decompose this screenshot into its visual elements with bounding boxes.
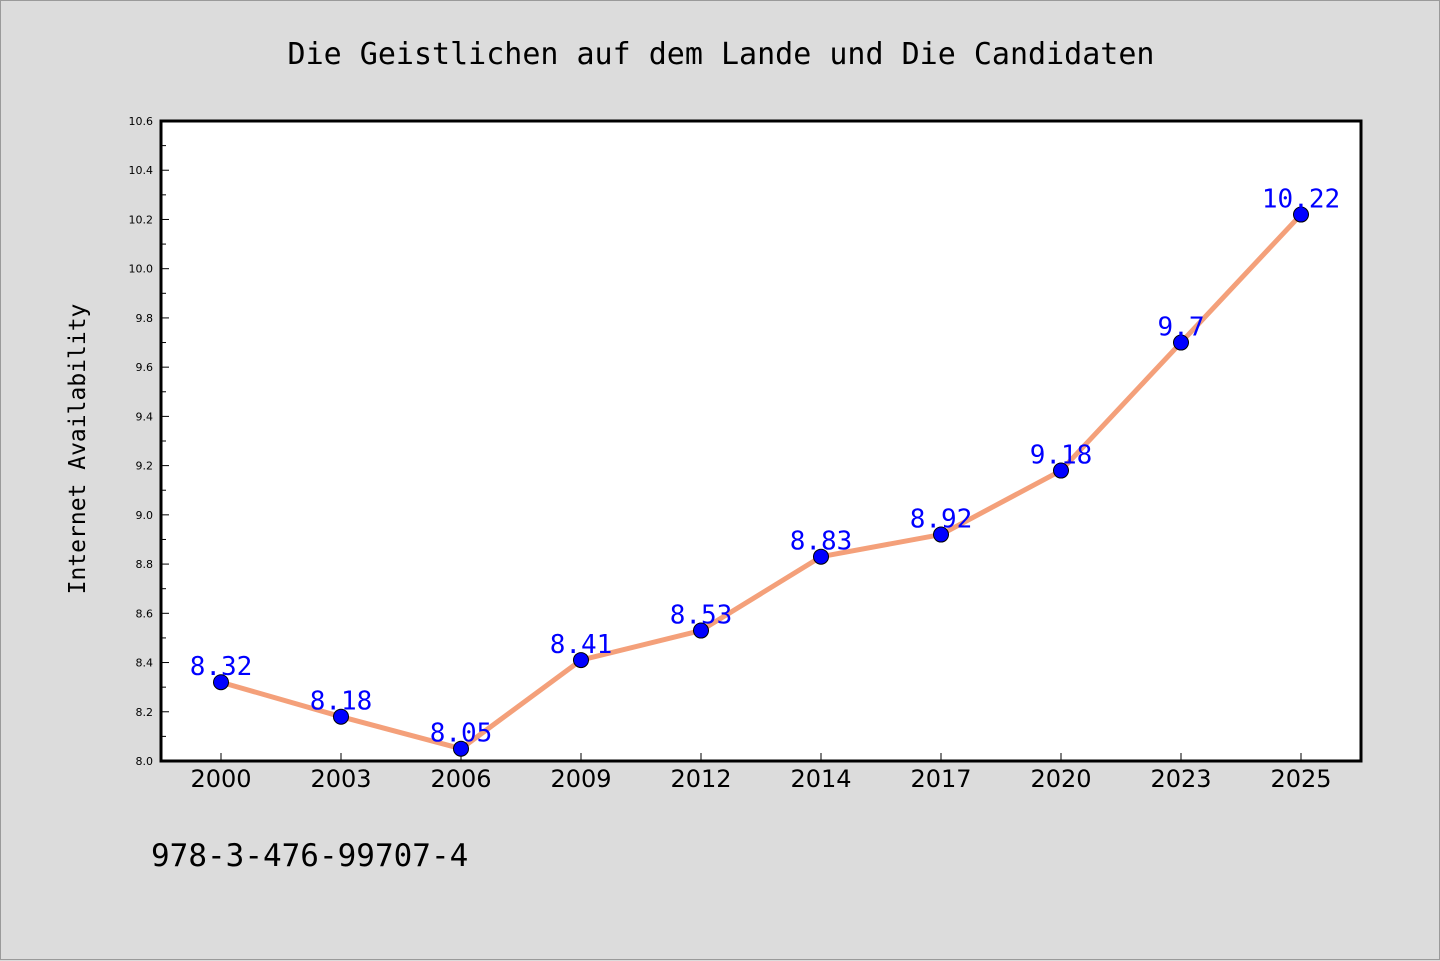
data-label: 9.18 xyxy=(1030,441,1093,471)
data-label: 9.7 xyxy=(1158,313,1205,343)
plot-area xyxy=(159,119,1363,763)
y-tick-label: 9.4 xyxy=(136,410,154,423)
data-point xyxy=(213,674,229,691)
series-line xyxy=(218,212,1304,752)
data-point xyxy=(573,652,589,669)
footer-id: 978-3-476-99707-4 xyxy=(151,838,468,874)
data-label: 8.41 xyxy=(550,630,613,660)
data-point xyxy=(1173,334,1189,351)
y-tick-label: 10.2 xyxy=(129,213,154,226)
data-label: 8.18 xyxy=(310,687,373,717)
data-point xyxy=(1293,206,1309,223)
x-tick-label: 2014 xyxy=(790,765,851,793)
y-axis: 8.0 8.2 8.4 8.6 8.8 9.0 9.2 9.4 9.6 9.8 10.0 10.2 10… xyxy=(129,115,169,768)
data-label: 8.32 xyxy=(190,652,253,682)
x-axis: 2000 2003 2006 2009 2012 2014 2017 2020 2023 2025 xyxy=(190,753,1332,793)
data-point xyxy=(693,622,709,639)
data-label: 8.83 xyxy=(790,527,853,557)
y-tick-label: 10.4 xyxy=(129,164,154,177)
series-layer: 8.32 8.18 8.05 8.41 8.53 8.83 8.92 9.18 9.7 10.22 xyxy=(190,185,1340,757)
x-tick-label: 2012 xyxy=(670,765,731,793)
y-tick-label: 10.6 xyxy=(129,115,154,128)
y-tick-label: 9.2 xyxy=(136,460,154,473)
chart-title: Die Geistlichen auf dem Lande und Die Ca… xyxy=(288,37,1155,72)
y-tick-label: 8.6 xyxy=(136,607,154,620)
y-tick-label: 8.2 xyxy=(136,706,154,719)
x-tick-label: 2025 xyxy=(1270,765,1331,793)
y-tick-label: 9.0 xyxy=(136,509,154,522)
y-tick-label: 9.6 xyxy=(136,361,154,374)
data-label: 10.22 xyxy=(1262,185,1340,215)
x-tick-label: 2020 xyxy=(1030,765,1091,793)
x-tick-label: 2009 xyxy=(550,765,611,793)
data-point xyxy=(333,708,349,725)
data-label: 8.92 xyxy=(910,505,973,535)
y-tick-label: 9.8 xyxy=(136,312,154,325)
x-tick-label: 2000 xyxy=(190,765,251,793)
data-point xyxy=(933,526,949,543)
x-tick-label: 2017 xyxy=(910,765,971,793)
x-tick-label: 2003 xyxy=(310,765,371,793)
y-tick-label: 8.4 xyxy=(136,657,154,670)
y-tick-label: 8.0 xyxy=(136,755,154,768)
data-point xyxy=(813,548,829,565)
data-label: 8.05 xyxy=(430,719,493,749)
data-label: 8.53 xyxy=(670,601,733,631)
data-point xyxy=(453,740,469,757)
x-tick-label: 2023 xyxy=(1150,765,1211,793)
x-tick-label: 2006 xyxy=(430,765,491,793)
data-point xyxy=(1053,462,1069,479)
y-tick-label: 8.8 xyxy=(136,558,154,571)
y-tick-label: 10.0 xyxy=(129,263,154,276)
y-axis-title: Internet Availability xyxy=(65,304,91,595)
